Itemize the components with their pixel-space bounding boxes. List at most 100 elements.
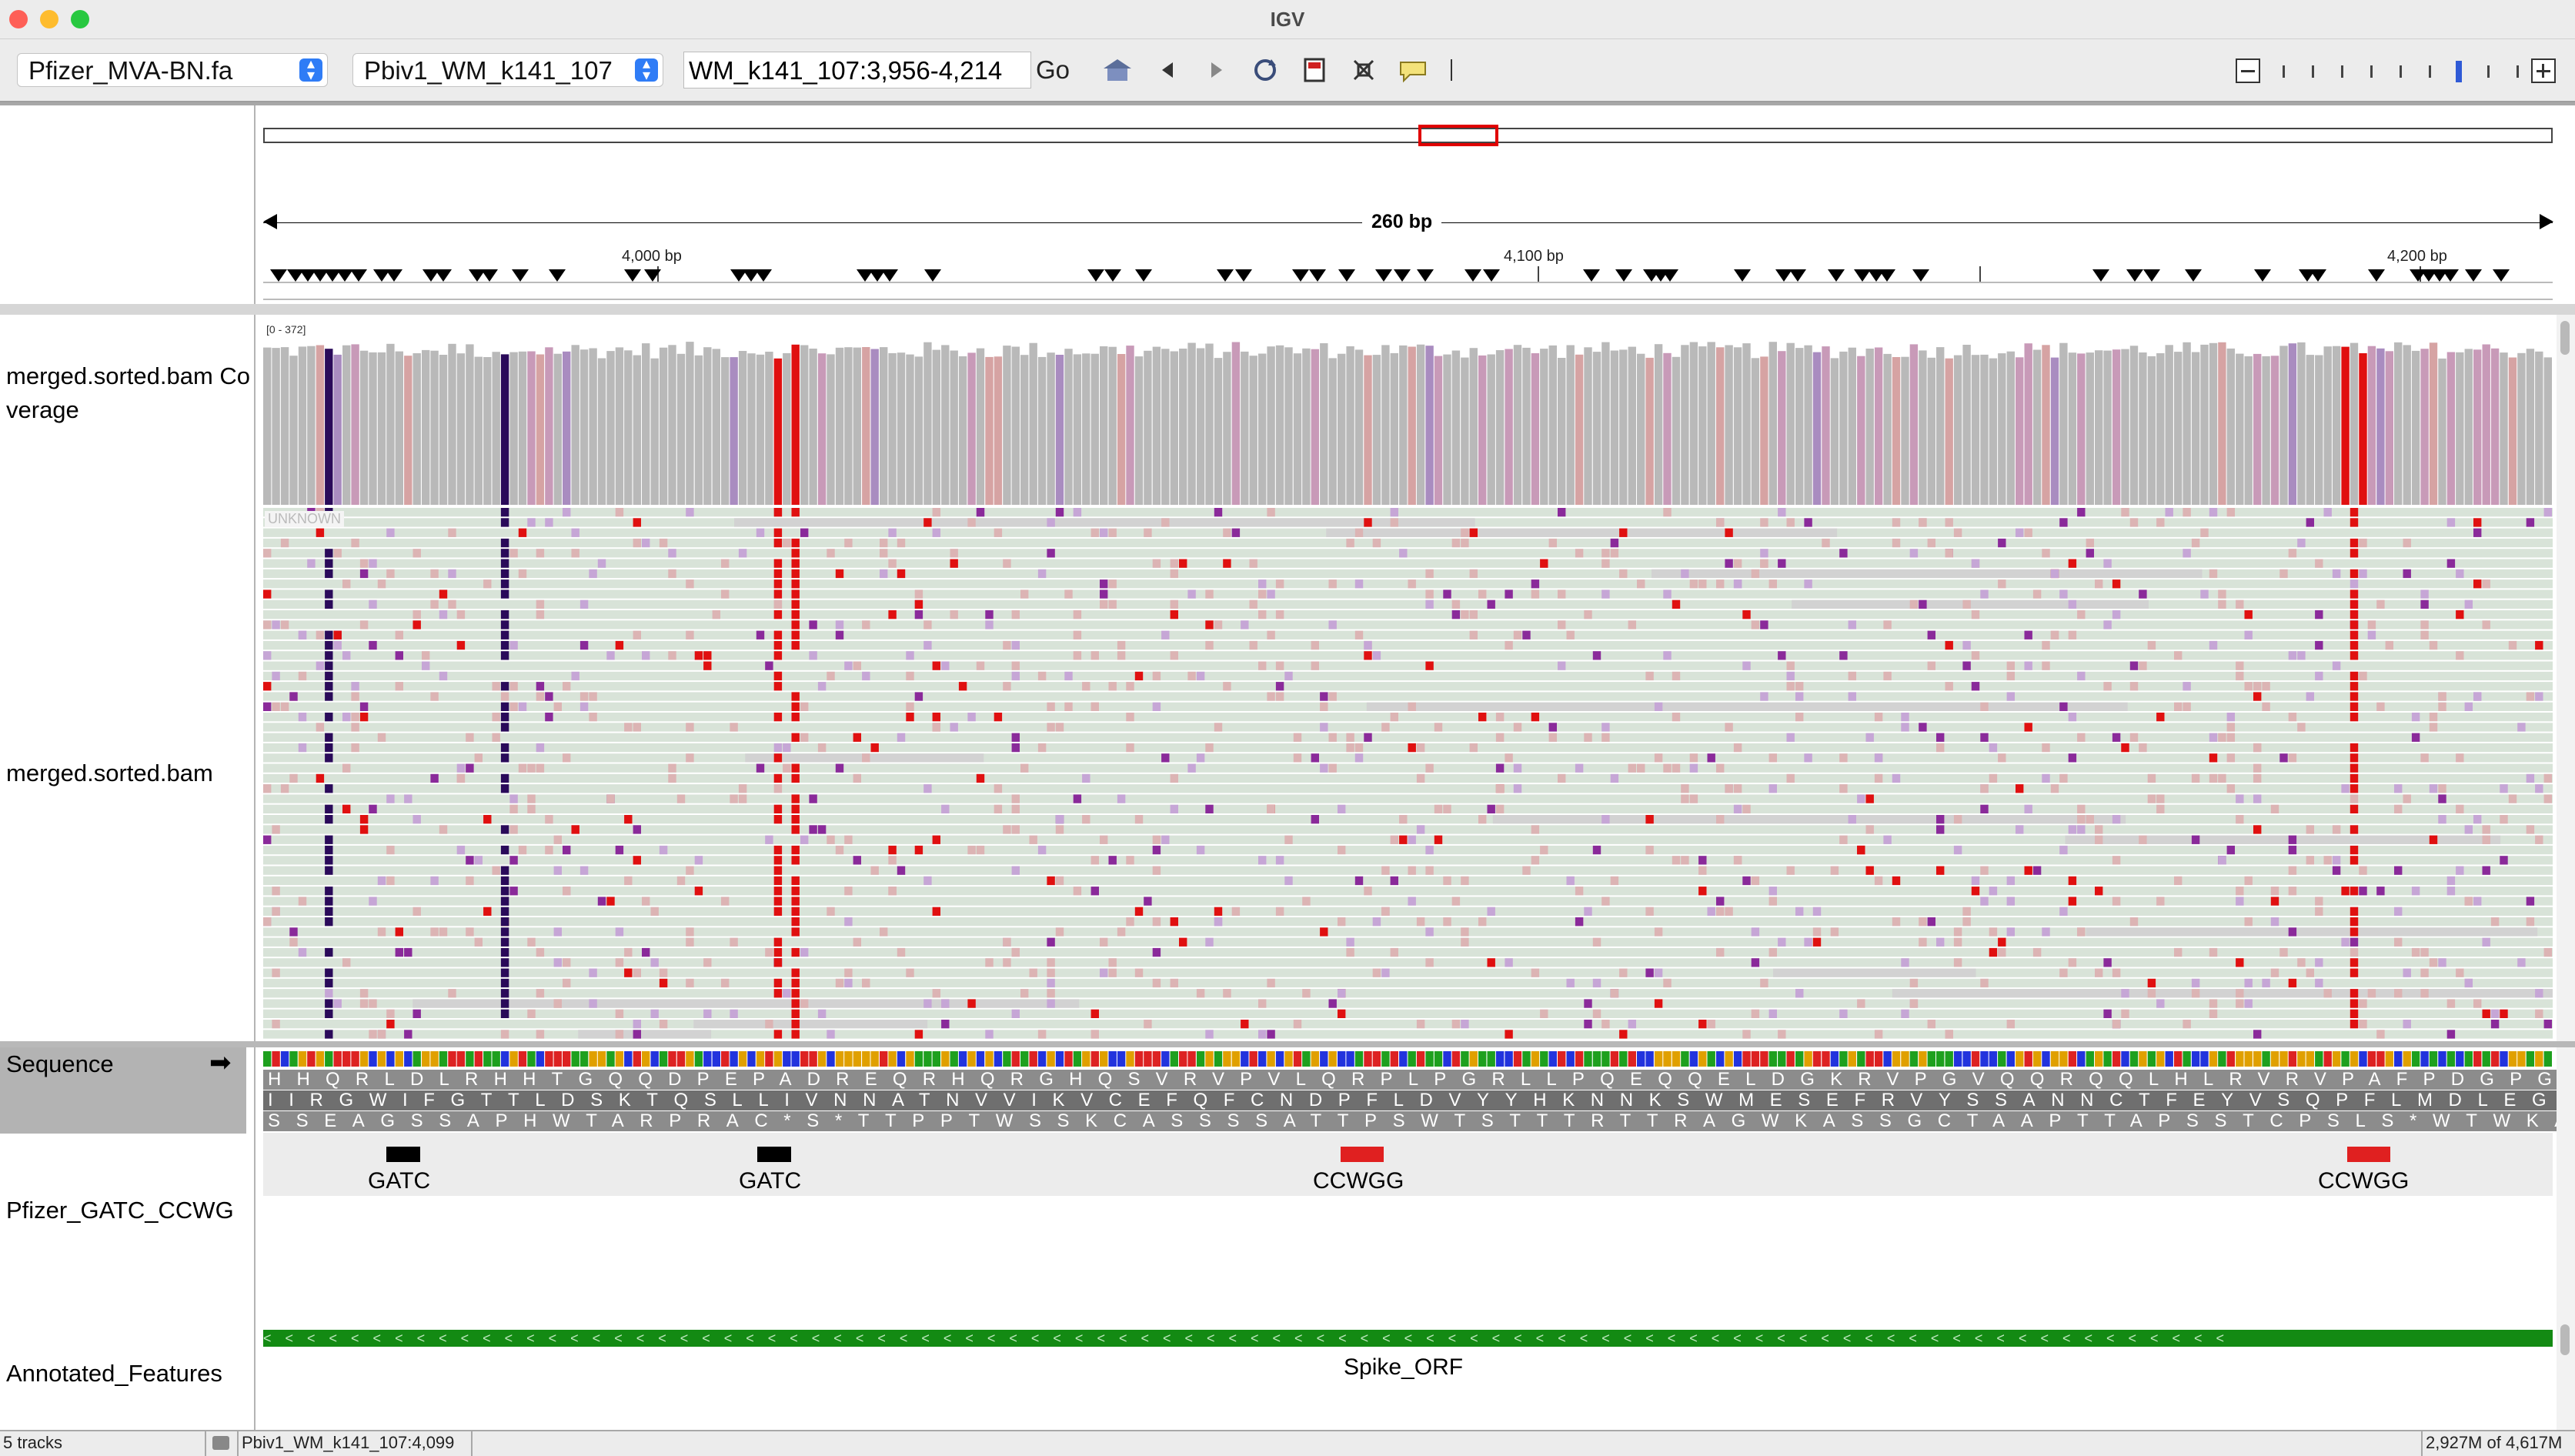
toolbar-separator: [1447, 55, 1456, 85]
read-mismatch: [791, 999, 800, 1008]
sequence-base: [2297, 1051, 2306, 1067]
roi-icon[interactable]: [1298, 55, 1331, 85]
read-mismatch: [2077, 815, 2086, 824]
coverage-bar: [1196, 348, 1205, 505]
read-row: [263, 825, 2553, 834]
read-mismatch: [2420, 589, 2429, 599]
coverage-bar: [2490, 348, 2500, 505]
home-icon[interactable]: [1100, 55, 1134, 85]
site-mark[interactable]: [386, 1147, 420, 1162]
read-mismatch: [1531, 713, 1540, 722]
sequence-base: [2517, 1051, 2526, 1067]
minimize-window-button[interactable]: [40, 10, 58, 28]
read-row: [263, 713, 2553, 722]
read-mismatch: [1275, 856, 1284, 865]
data-panel-scrollbar[interactable]: [2557, 315, 2575, 1041]
read-mismatch: [2420, 989, 2429, 998]
read-mismatch: [500, 876, 509, 886]
read-mismatch: [1804, 753, 1812, 763]
read-mismatch: [2456, 866, 2464, 875]
read-mismatch: [1311, 753, 1319, 763]
sequence-base: [1302, 1051, 1311, 1067]
memory-usage[interactable]: 2,927M of 4,617M: [2426, 1433, 2563, 1452]
fit-window-icon[interactable]: [1347, 55, 1381, 85]
read-mismatch: [474, 856, 483, 865]
sequence-base: [958, 1051, 967, 1067]
read-mismatch: [545, 845, 553, 855]
read-mismatch: [1592, 937, 1601, 947]
read-mismatch: [791, 794, 800, 803]
read-mismatch: [1725, 907, 1733, 916]
panel-divider[interactable]: [0, 304, 2575, 315]
read-mismatch: [1073, 651, 1082, 660]
read-mismatch: [2420, 947, 2429, 957]
locus-input[interactable]: WM_k141_107:3,956-4,214: [683, 52, 1031, 88]
read-mismatch: [844, 917, 853, 927]
read-mismatch: [1962, 661, 1971, 670]
read-mismatch: [773, 538, 783, 548]
read-mismatch: [703, 651, 712, 660]
go-button[interactable]: Go: [1036, 55, 1070, 84]
feature-spike-orf[interactable]: <<<<<<<<<<<<<<<<<<<<<<<<<<<<<<<<<<<<<<<<…: [263, 1330, 2553, 1347]
site-mark[interactable]: [1341, 1147, 1384, 1162]
zoom-widget[interactable]: [2235, 55, 2558, 88]
coverage-bar: [2446, 352, 2456, 505]
read-mismatch: [1029, 835, 1037, 844]
chromosome-ideogram[interactable]: [263, 128, 2553, 143]
coverage-track[interactable]: [263, 339, 2553, 505]
sequence-base: [1134, 1051, 1144, 1067]
read-mismatch: [2103, 559, 2112, 568]
chromosome-dropdown[interactable]: Pbiv1_WM_k141_107 ▴ ▾: [352, 53, 663, 87]
read-mismatch: [659, 845, 668, 855]
read-mismatch: [2016, 784, 2024, 793]
coverage-bar: [2006, 351, 2015, 505]
read-mismatch: [809, 794, 817, 803]
read-mismatch: [325, 804, 333, 813]
sites-track-name[interactable]: Pfizer_GATC_CCWG: [6, 1197, 234, 1224]
read-mismatch: [1267, 630, 1275, 640]
sequence-base: [395, 1051, 403, 1067]
coverage-bar: [870, 349, 879, 505]
strand-arrow-icon[interactable]: ➡: [209, 1048, 232, 1077]
read-mismatch: [1495, 733, 1505, 742]
read-mismatch: [765, 947, 773, 957]
sequence-track-name[interactable]: Sequence: [6, 1050, 114, 1077]
read-mismatch: [509, 794, 518, 803]
coverage-track-name[interactable]: merged.sorted.bam Co verage: [6, 359, 250, 427]
read-mismatch: [1795, 907, 1804, 916]
read-mismatch: [1989, 887, 1998, 896]
site-mark[interactable]: [2347, 1147, 2390, 1162]
genome-dropdown[interactable]: Pfizer_MVA-BN.fa ▴ ▾: [17, 53, 328, 87]
alignment-track-name[interactable]: merged.sorted.bam: [6, 760, 213, 786]
features-track-name[interactable]: Annotated_Features: [6, 1360, 222, 1387]
read-mismatch: [941, 1020, 950, 1029]
read-mismatch: [791, 620, 800, 629]
popup-info-icon[interactable]: [1396, 55, 1430, 85]
site-mark[interactable]: [757, 1147, 791, 1162]
panel-divider[interactable]: [0, 1041, 2575, 1047]
read-mismatch: [650, 958, 659, 967]
coverage-bar: [2016, 357, 2024, 505]
feature-panel-scrollbar[interactable]: [2557, 1047, 2575, 1430]
back-icon[interactable]: [1151, 55, 1185, 85]
feature-label: Spike_ORF: [1344, 1354, 1464, 1380]
refresh-icon[interactable]: [1248, 55, 1282, 85]
read-mismatch: [359, 702, 369, 711]
zoom-window-button[interactable]: [71, 10, 89, 28]
sequence-base: [2411, 1051, 2420, 1067]
close-window-button[interactable]: [9, 10, 28, 28]
coverage-bar: [2359, 353, 2367, 505]
read-mismatch: [2209, 733, 2218, 742]
read-mismatch: [1786, 682, 1795, 691]
alignment-track[interactable]: [263, 508, 2553, 1040]
coverage-bar: [2543, 357, 2552, 505]
read-mismatch: [2359, 538, 2367, 548]
forward-icon[interactable]: [1199, 55, 1233, 85]
read-mismatch: [527, 937, 536, 947]
read-row: [263, 968, 2553, 977]
read-mismatch: [563, 887, 571, 896]
read-mismatch: [1364, 887, 1372, 896]
sequence-base: [1354, 1051, 1364, 1067]
read-mismatch: [1416, 825, 1425, 834]
read-mismatch: [492, 866, 500, 875]
